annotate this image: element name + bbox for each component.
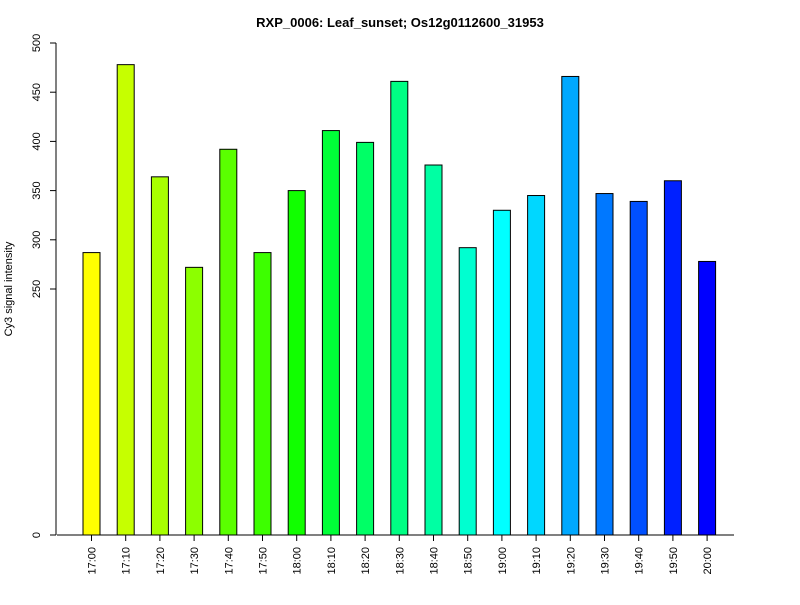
x-tick-label: 17:20 — [155, 547, 167, 575]
bar-1740 — [219, 148, 238, 536]
x-axis-ticks: 17:00 17:10 17:20 17:30 17:40 17:50 18:00 18:10… — [87, 535, 714, 575]
x-tick-label: 17:50 — [258, 547, 270, 575]
x-tick-label: 18:10 — [326, 547, 338, 575]
bar-1800 — [287, 190, 306, 536]
x-tick-label: 18:50 — [463, 547, 475, 575]
bar-1710 — [116, 64, 135, 536]
bar-1950 — [663, 180, 682, 536]
y-axis-label: Cy3 signal intensity — [3, 241, 15, 336]
x-tick-label: 19:20 — [565, 547, 577, 575]
x-tick-label: 19:40 — [634, 547, 646, 575]
bar-1900 — [492, 209, 511, 536]
bars-group — [82, 64, 717, 536]
bar-1910 — [527, 195, 546, 536]
x-tick-label: 18:00 — [292, 547, 304, 575]
x-tick-label: 17:00 — [87, 547, 99, 575]
y-tick-label: 300 — [31, 231, 43, 249]
y-tick-label: 500 — [31, 34, 43, 52]
x-tick-label: 19:10 — [531, 547, 543, 575]
x-tick-label: 19:30 — [600, 547, 612, 575]
x-tick-label: 17:10 — [121, 547, 133, 575]
x-tick-label: 17:40 — [223, 547, 235, 575]
y-tick-label: 250 — [31, 280, 43, 298]
y-tick-label: 350 — [31, 181, 43, 199]
bar-1940 — [629, 200, 648, 536]
bar-1830 — [390, 80, 409, 536]
bar-1920 — [561, 75, 580, 536]
chart-title: RXP_0006: Leaf_sunset; Os12g0112600_3195… — [256, 15, 544, 30]
x-tick-label: 17:30 — [189, 547, 201, 575]
bar-1850 — [458, 247, 477, 536]
x-tick-label: 18:30 — [394, 547, 406, 575]
x-tick-label: 18:20 — [360, 547, 372, 575]
x-tick-label: 19:50 — [668, 547, 680, 575]
bar-1820 — [356, 141, 375, 536]
y-tick-label: 400 — [31, 132, 43, 150]
bar-1720 — [150, 176, 169, 536]
x-tick-label: 20:00 — [702, 547, 714, 575]
bar-2000 — [698, 260, 717, 536]
bar-1930 — [595, 193, 614, 536]
y-axis-ticks: 0 250 300 350 400 450 500 — [31, 34, 56, 538]
y-tick-label: 0 — [31, 532, 43, 538]
bar-1810 — [321, 130, 340, 536]
bar-1700 — [82, 252, 101, 536]
x-tick-label: 18:40 — [429, 547, 441, 575]
bar-1750 — [253, 252, 272, 536]
bar-1840 — [424, 164, 443, 536]
x-tick-label: 19:00 — [497, 547, 509, 575]
bar-1730 — [185, 266, 204, 536]
y-tick-label: 450 — [31, 83, 43, 101]
